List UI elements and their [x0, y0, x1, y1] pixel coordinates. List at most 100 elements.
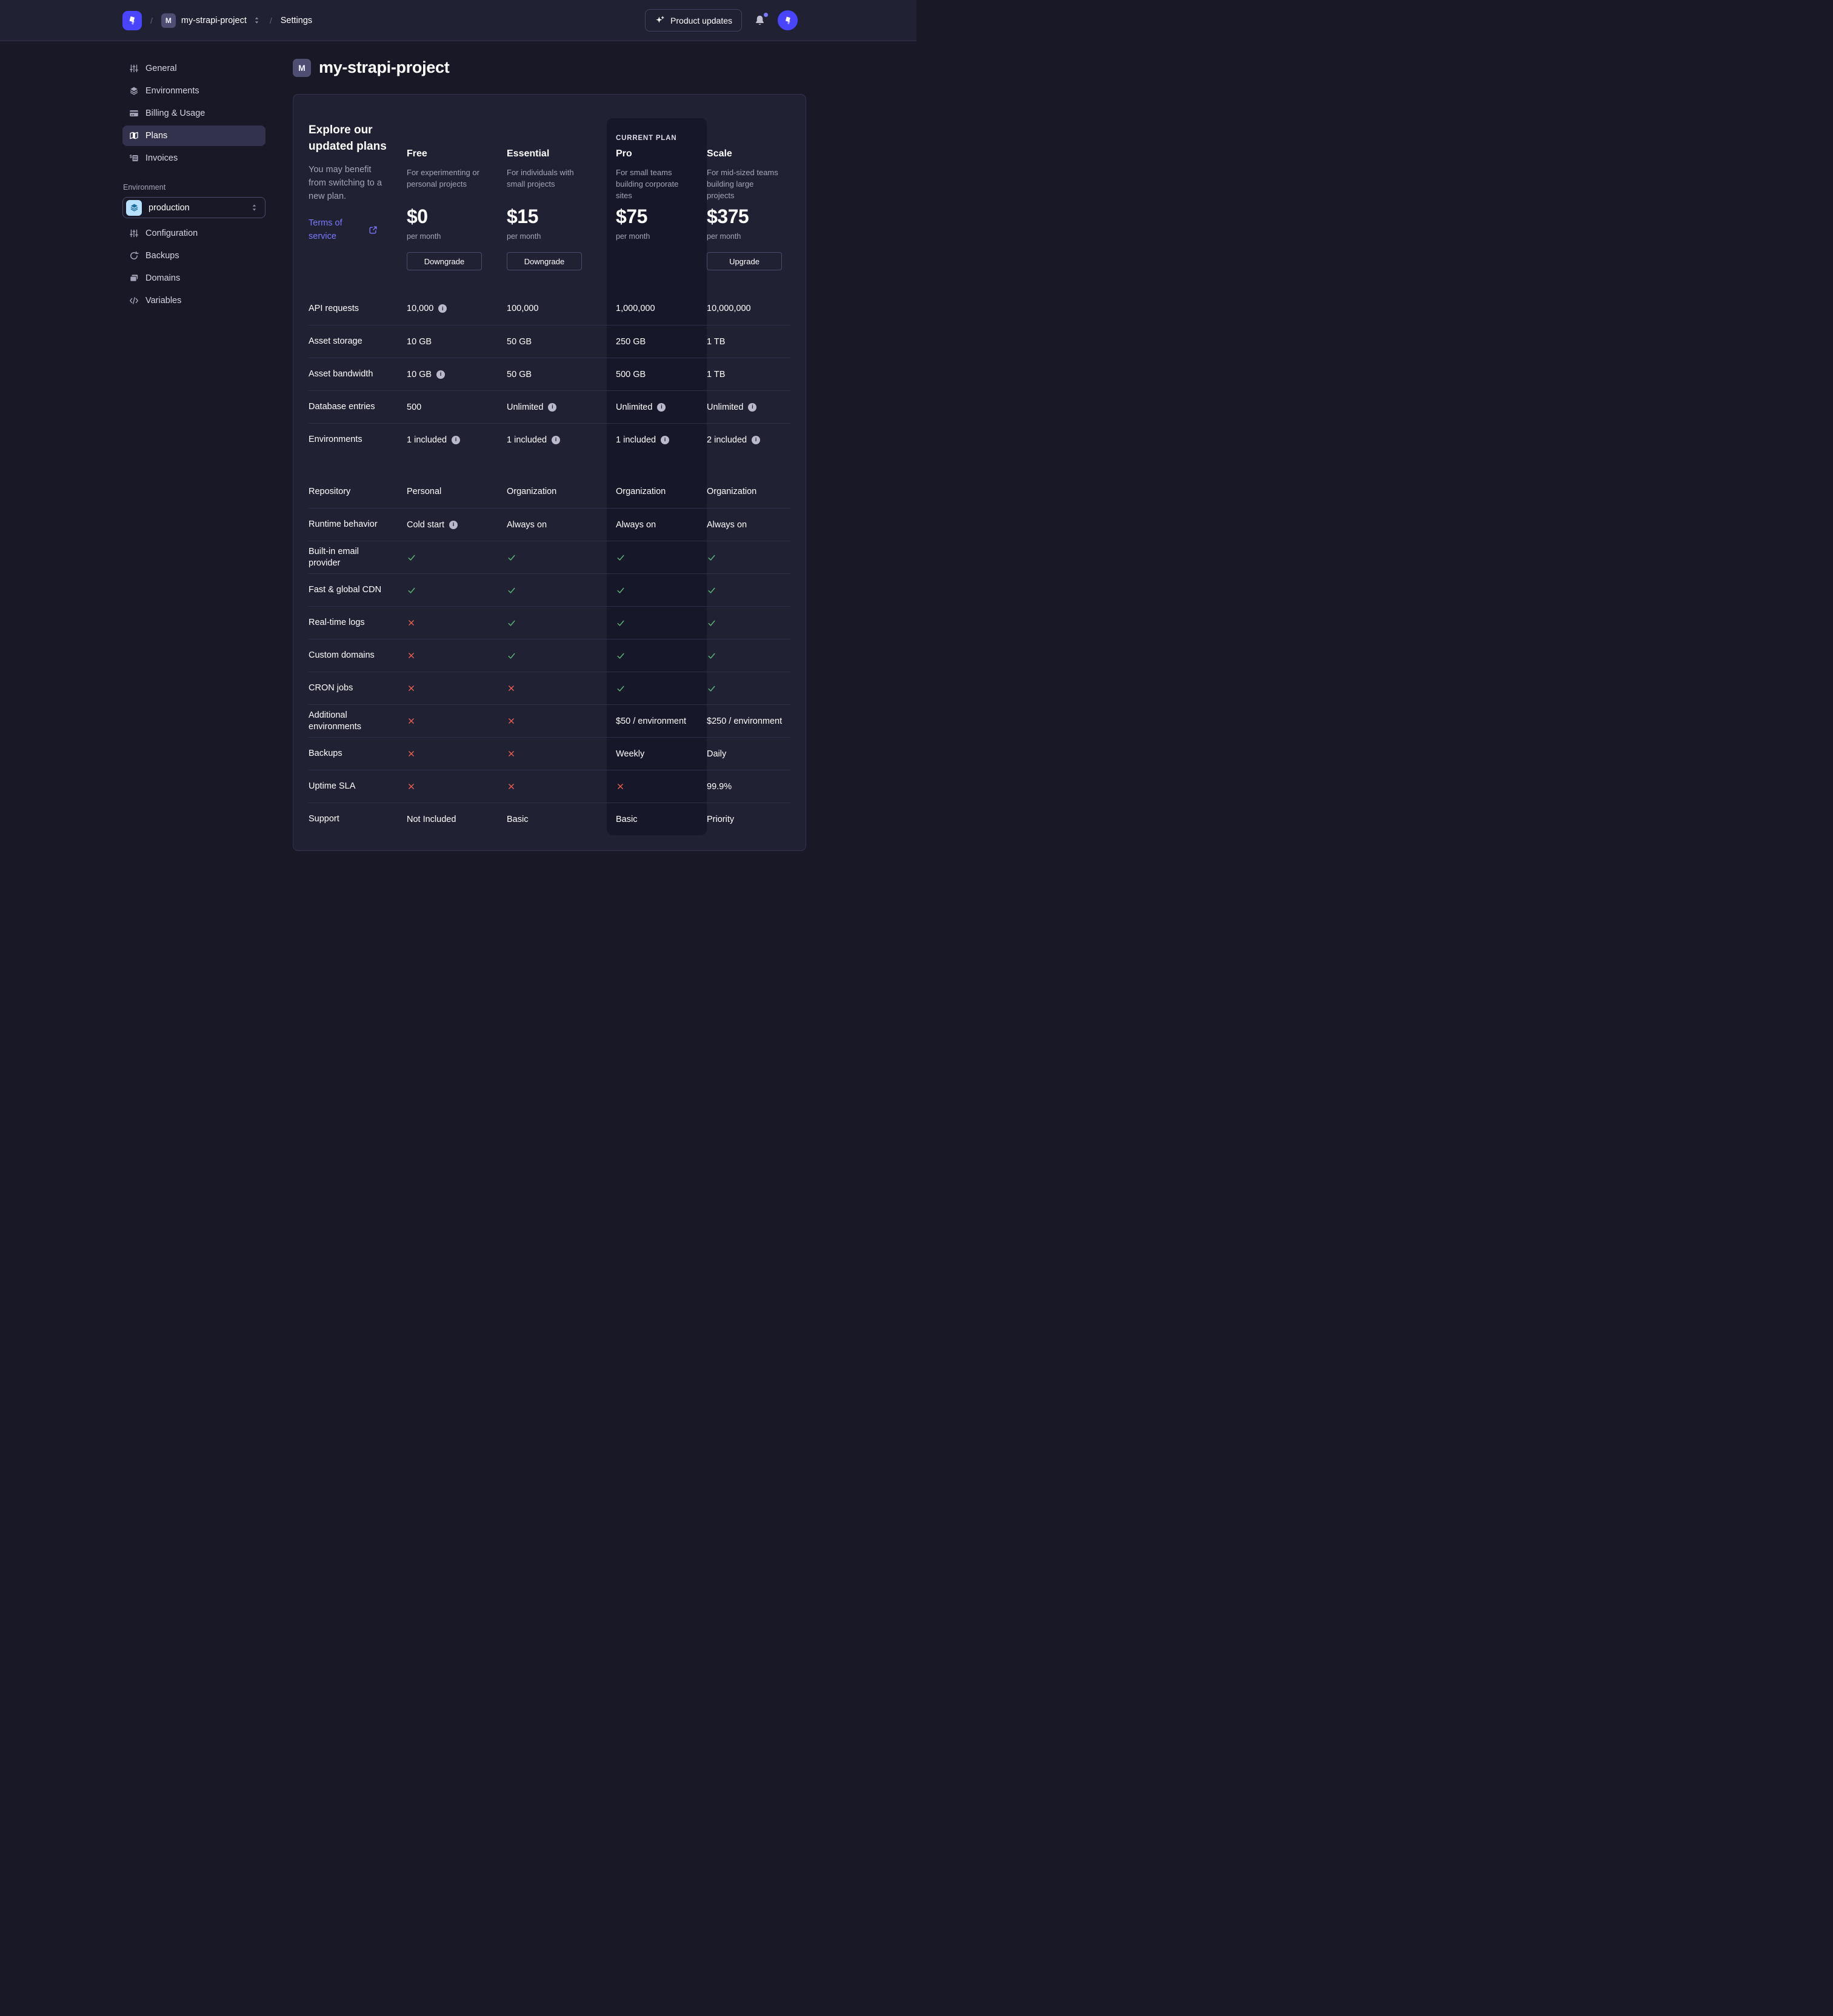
avatar[interactable]: [778, 10, 798, 30]
project-switcher[interactable]: M my-strapi-project: [161, 13, 261, 28]
info-icon[interactable]: i: [552, 435, 561, 444]
feature-value-text: Always on: [616, 519, 656, 530]
feature-value-text: Basic: [507, 814, 529, 824]
feature-value: [507, 618, 607, 628]
info-icon[interactable]: i: [548, 402, 557, 412]
feature-label: Real-time logs: [309, 618, 365, 627]
feature-value: [407, 749, 507, 758]
cross-icon: [409, 718, 414, 724]
sidebar-item-backups[interactable]: Backups: [122, 245, 265, 266]
sidebar-item-domains[interactable]: Domains: [122, 268, 265, 289]
feature-value-text: 1 included: [507, 435, 547, 445]
plan-description: For mid-sized teams building large proje…: [707, 168, 778, 200]
sidebar-item-configuration[interactable]: Configuration: [122, 223, 265, 244]
check-icon: [508, 620, 515, 626]
feature-value: [607, 553, 707, 562]
feature-value: [707, 618, 790, 628]
feature-label: Additional environments: [309, 710, 362, 732]
feature-value-text: 1 included: [616, 435, 656, 445]
info-icon[interactable]: i: [452, 435, 461, 444]
avatar-logo-icon: [785, 16, 790, 24]
feature-value-text: Cold start: [407, 519, 445, 530]
feature-value: [607, 586, 707, 595]
sidebar-item-general[interactable]: General: [122, 58, 265, 79]
info-icon[interactable]: i: [752, 435, 761, 444]
feature-section: API requests 10,000 i 100,000 1,000,000 10,00…: [309, 292, 790, 456]
feature-row: Asset bandwidth 10 GB i 50 GB 500 GB 1 TB: [309, 358, 790, 390]
check-icon: [708, 555, 715, 561]
feature-value: [407, 684, 507, 693]
feature-label: Asset bandwidth: [309, 369, 373, 379]
feature-row: Environments 1 included i 1 included i 1 incl…: [309, 423, 790, 456]
downgrade-button-free[interactable]: Downgrade: [407, 252, 482, 270]
feature-value-text: Basic: [616, 814, 638, 824]
feature-row: Additional environments $50 / environment…: [309, 704, 790, 737]
notifications-button[interactable]: [754, 13, 768, 26]
info-icon[interactable]: i: [436, 370, 446, 379]
cross-icon: [409, 751, 414, 756]
feature-value: [707, 684, 790, 693]
feature-label: CRON jobs: [309, 683, 353, 693]
sidebar-item-label: Billing & Usage: [145, 108, 205, 118]
check-icon: [708, 587, 715, 593]
sidebar-item-label: General: [145, 64, 177, 73]
check-icon: [617, 653, 624, 659]
upgrade-button-scale[interactable]: Upgrade: [707, 252, 782, 270]
plan-name: Scale: [707, 149, 732, 159]
layers-blue-icon: [130, 204, 138, 212]
sidebar-item-invoices[interactable]: $ Invoices: [122, 148, 265, 169]
plan-price: $0: [407, 205, 428, 227]
product-updates-button[interactable]: Product updates: [645, 9, 742, 32]
breadcrumb: / M my-strapi-project / Settings: [122, 10, 313, 30]
page-title-row: M my-strapi-project: [293, 58, 806, 77]
sidebar-item-plans[interactable]: Plans: [122, 125, 265, 146]
invoice-icon: $: [130, 153, 138, 161]
feature-value: Always on: [707, 520, 790, 530]
info-icon[interactable]: i: [449, 520, 458, 529]
plan-column-essential: Essential For individuals with small proj…: [507, 110, 607, 270]
sparkle-icon: [656, 16, 664, 23]
feature-label: Backups: [309, 749, 342, 758]
feature-row: Real-time logs: [309, 606, 790, 639]
info-icon[interactable]: i: [438, 304, 447, 313]
breadcrumb-separator: /: [269, 15, 272, 25]
feature-value: 99.9%: [707, 782, 790, 792]
credit-card-icon: [130, 110, 138, 116]
info-icon[interactable]: i: [748, 402, 757, 412]
feature-value: [507, 716, 607, 726]
cross-icon: [509, 784, 514, 789]
feature-value: [407, 782, 507, 791]
sidebar-item-environments[interactable]: Environments: [122, 81, 265, 101]
cross-icon: [509, 718, 514, 724]
plan-price: $75: [616, 205, 647, 227]
strapi-logo-icon: [129, 16, 135, 25]
strapi-logo[interactable]: [122, 10, 142, 30]
feature-value: 250 GB: [607, 337, 707, 347]
plans-intro-body: You may benefit from switching to a new …: [309, 165, 382, 201]
feature-value: Unlimited i: [707, 402, 790, 412]
feature-value-text: Unlimited: [707, 402, 744, 412]
feature-value-text: Personal: [407, 487, 442, 496]
sidebar-item-billing-usage[interactable]: Billing & Usage: [122, 103, 265, 124]
feature-value-text: Organization: [616, 487, 666, 496]
check-icon: [708, 620, 715, 626]
plan-price: $375: [707, 205, 749, 227]
feature-value: [607, 684, 707, 693]
info-icon[interactable]: i: [661, 435, 670, 444]
feature-row: Built-in email provider: [309, 541, 790, 573]
feature-value: [407, 618, 507, 627]
plan-description: For individuals with small projects: [507, 168, 574, 189]
check-icon: [708, 686, 715, 692]
chevron-updown-icon: [255, 17, 259, 24]
sidebar-item-variables[interactable]: Variables: [122, 290, 265, 311]
feature-value-text: Weekly: [616, 749, 645, 759]
environment-select[interactable]: production: [122, 197, 265, 218]
info-icon[interactable]: i: [657, 402, 666, 412]
breadcrumb-settings[interactable]: Settings: [280, 15, 313, 25]
terms-of-service-link[interactable]: Terms of service: [309, 216, 378, 243]
feature-value-text: 1,000,000: [616, 304, 655, 313]
downgrade-button-essential[interactable]: Downgrade: [507, 252, 582, 270]
feature-value: [407, 553, 507, 562]
feature-value: [707, 553, 790, 562]
feature-section: Repository Personal Organization Organizati…: [309, 475, 790, 835]
